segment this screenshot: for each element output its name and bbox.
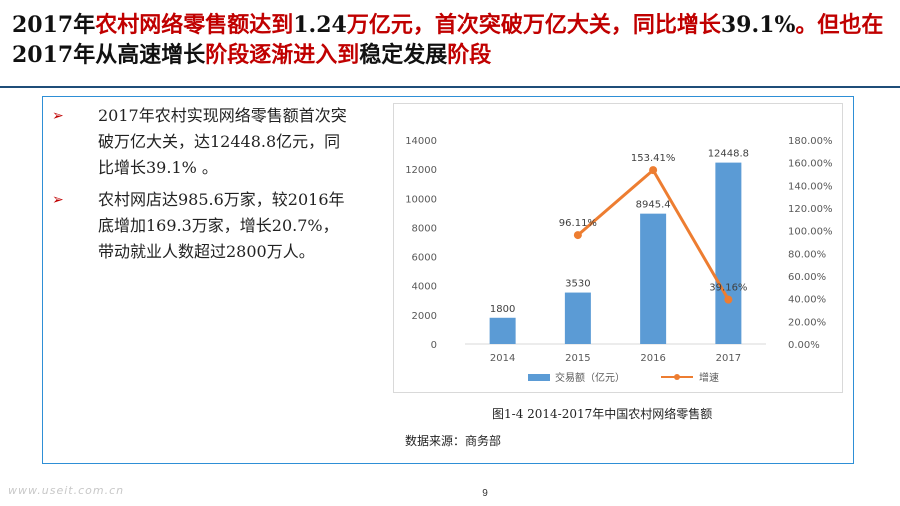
y-right-tick-label: 160.00%	[788, 159, 833, 170]
growth-point-2016	[649, 166, 658, 175]
y-left-tick-label: 14000	[405, 136, 437, 147]
bar-data-label: 12448.8	[708, 149, 749, 160]
page-number: 9	[482, 488, 488, 499]
bar-data-label: 3530	[565, 279, 590, 290]
y-right-tick-label: 100.00%	[788, 227, 833, 238]
growth-data-label: 39.16%	[709, 283, 747, 294]
y-left-tick-label: 10000	[405, 194, 437, 205]
bullet-list: ➢ 2017年农村实现网络零售额首次突破万亿大关，达12448.8亿元，同比增长…	[52, 103, 352, 271]
title-segment: 万亿元，首次突破万亿大关，同比增长	[346, 12, 721, 38]
y-left-tick-label: 12000	[405, 165, 437, 176]
growth-data-label: 96.11%	[559, 218, 597, 229]
data-source: 数据来源：商务部	[405, 434, 502, 448]
legend-label-line: 增速	[699, 371, 719, 384]
bullet-item: ➢ 农村网店达985.6万家，较2016年底增加169.3万家，增长20.7%，…	[52, 187, 352, 265]
y-right-tick-label: 80.00%	[788, 249, 826, 260]
legend-swatch-marker	[674, 374, 680, 380]
growth-data-label: 153.41%	[631, 153, 676, 164]
chart-frame	[393, 103, 843, 393]
y-left-tick-label: 2000	[412, 311, 437, 322]
title-segment: 2017年从	[12, 42, 118, 68]
title-segment: 39.1%	[720, 12, 796, 38]
y-right-tick-label: 20.00%	[788, 317, 826, 328]
title-segment: 阶段	[447, 42, 492, 68]
y-right-tick-label: 180.00%	[788, 136, 833, 147]
legend-swatch-bar	[528, 374, 550, 381]
rural-online-retail-chart: 0 2000 4000 6000 8000 10000 12000 14000 0.00% 20.…	[405, 136, 833, 384]
y-left-tick-label: 4000	[412, 282, 437, 293]
x-tick-label: 2017	[716, 353, 741, 364]
arrow-bullet-icon: ➢	[52, 192, 64, 208]
watermark: www.useit.com.cn	[8, 484, 125, 497]
y-left-tick-label: 8000	[412, 223, 437, 234]
y-left-tick-label: 0	[431, 340, 437, 351]
chart-caption: 图1-4 2014-2017年中国农村网络零售额	[492, 407, 713, 421]
y-right-tick-label: 120.00%	[788, 204, 833, 215]
x-tick-label: 2016	[640, 353, 665, 364]
title-divider	[0, 86, 900, 88]
growth-point-2015	[573, 231, 582, 240]
bar-2017	[715, 162, 742, 344]
arrow-bullet-icon: ➢	[52, 108, 64, 124]
title-segment: 。但也在	[795, 12, 884, 38]
content-box	[42, 96, 854, 464]
title-segment: 阶段逐渐进入到	[205, 42, 360, 68]
title-segment: 稳定发展	[359, 42, 448, 68]
title-segment: 2017年	[12, 12, 96, 38]
bullet-text: 农村网店达985.6万家，较2016年底增加169.3万家，增长20.7%，带动…	[98, 190, 345, 261]
bar-data-label: 1800	[490, 304, 515, 315]
bar-2014	[489, 317, 516, 344]
y-right-tick-label: 0.00%	[788, 340, 820, 351]
title-segment: 1.24	[293, 12, 347, 38]
bullet-text: 2017年农村实现网络零售额首次突破万亿大关，达12448.8亿元，同比增长39…	[98, 106, 347, 177]
legend-label-bar: 交易额（亿元）	[555, 371, 625, 384]
x-tick-label: 2015	[565, 353, 590, 364]
growth-point-2017	[724, 295, 733, 304]
slide-title: 2017年农村网络零售额达到1.24万亿元，首次突破万亿大关，同比增长39.1%…	[12, 10, 892, 70]
y-right-tick-label: 40.00%	[788, 295, 826, 306]
y-right-tick-label: 140.00%	[788, 181, 833, 192]
y-right-tick-label: 60.00%	[788, 272, 826, 283]
bar-data-label: 8945.4	[636, 200, 671, 211]
bar-2016	[640, 213, 667, 344]
bar-2015	[564, 292, 591, 344]
x-tick-label: 2014	[490, 353, 515, 364]
bullet-item: ➢ 2017年农村实现网络零售额首次突破万亿大关，达12448.8亿元，同比增长…	[52, 103, 352, 181]
y-left-tick-label: 6000	[412, 253, 437, 264]
title-segment: 高速增长	[117, 42, 206, 68]
title-segment: 农村网络零售额达到	[95, 12, 294, 38]
